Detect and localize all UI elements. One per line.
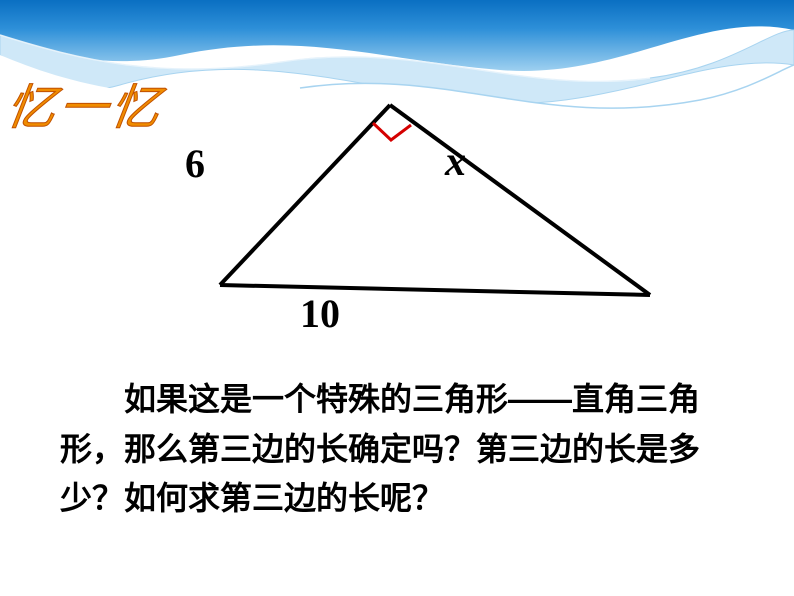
label-side-x: x [445, 138, 466, 186]
label-side-a: 6 [185, 140, 205, 187]
triangle-figure [100, 90, 660, 350]
label-side-b: 10 [300, 290, 340, 337]
question-text-content: 如果这是一个特殊的三角形——直角三角形，那么第三边的长确定吗？第三边的长是多少？… [60, 381, 700, 516]
triangle-side-a [220, 105, 390, 285]
triangle-side-x [390, 105, 650, 295]
right-angle-marker [373, 123, 411, 140]
question-paragraph: 如果这是一个特殊的三角形——直角三角形，那么第三边的长确定吗？第三边的长是多少？… [60, 375, 740, 524]
triangle-side-b [220, 285, 650, 295]
